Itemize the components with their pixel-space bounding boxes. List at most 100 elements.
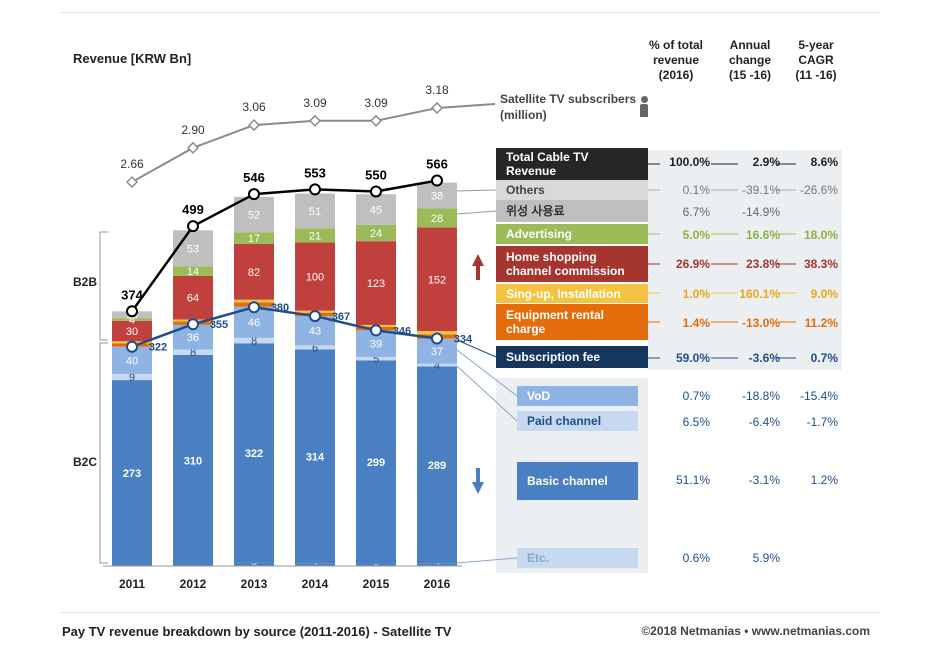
stat-adv-cagr: 18.0% — [803, 228, 838, 242]
bar-others-2012 — [173, 230, 213, 267]
stat-etc-annual: 5.9% — [752, 551, 780, 565]
col-header-cagr: 5-year CAGR (11 -16) — [795, 38, 837, 82]
bar-label-2-2015: 5 — [373, 354, 379, 366]
bar-paid-channel-2015 — [356, 356, 396, 361]
y-axis-label: Revenue [KRW Bn] — [73, 51, 192, 66]
bar-advertising-2013 — [234, 232, 274, 244]
bar-label-3-2013: 46 — [248, 317, 260, 329]
bar-advertising-2014 — [295, 228, 335, 243]
bar-advertising-2015 — [356, 224, 396, 242]
connector-etc — [456, 557, 518, 564]
bar-label-6-2013: 82 — [248, 267, 260, 279]
bar-label-2-2016: 4 — [434, 360, 440, 372]
bar-home-shopping-channel-commission-2014 — [295, 242, 335, 311]
legend-equipment-label: Equipment rental charge — [506, 308, 605, 336]
stat-total-share: 100.0% — [669, 155, 710, 169]
legend-satellite-fee-label: 위성 사용료 — [506, 204, 565, 218]
b2c-bracket — [99, 342, 108, 564]
legend-total-label: Total Cable TV Revenue — [506, 150, 589, 178]
satellite-point-2012 — [186, 141, 200, 154]
stat-others-cagr: -26.6% — [799, 183, 838, 197]
stat-paid-cagr: -1.7% — [806, 415, 838, 429]
subscription-value-2016: 334 — [454, 334, 473, 346]
satellite-value-2012: 2.90 — [181, 123, 205, 137]
bar-label-6-2016: 152 — [428, 274, 446, 286]
stat-total-annual: 2.9% — [752, 155, 780, 169]
bar-others-2014 — [295, 193, 335, 229]
stat-paid-share: 6.5% — [682, 415, 710, 429]
total-point-2014 — [309, 183, 321, 196]
total-point-2016 — [431, 174, 443, 187]
stat-others-annual: -39.1% — [741, 183, 780, 197]
bar-home-shopping-channel-commission-2012 — [173, 275, 213, 320]
bar-basic-channel-2011 — [112, 380, 152, 566]
subscription-value-2012: 355 — [210, 319, 228, 331]
satellite-subscribers-label: Satellite TV subscribers (million) — [500, 92, 637, 122]
legend-etc: Etc. — [517, 548, 638, 568]
stat-total-cagr: 8.6% — [810, 155, 838, 169]
legend-equipment: Equipment rental charge — [496, 304, 648, 340]
bar-label-1-2016: 289 — [428, 460, 446, 472]
bar-basic-channel-2013 — [234, 343, 274, 563]
stat-equip-share: 1.4% — [682, 316, 710, 330]
bar-label-2-2011: 9 — [129, 372, 135, 384]
legend-advertising-label: Advertising — [506, 227, 573, 241]
satellite-value-2011: 2.66 — [120, 157, 144, 171]
bar-label-7-2013: 17 — [248, 233, 260, 245]
b2b-label: B2B — [73, 275, 98, 289]
bar-label-3-2012: 36 — [187, 332, 199, 344]
bar-label-1-2015: 299 — [367, 457, 385, 469]
bar-etc--2014 — [295, 563, 335, 566]
legend-vod: VoD — [517, 386, 638, 406]
stat-basic-annual: -3.1% — [748, 473, 780, 487]
total-value-2013: 546 — [243, 170, 265, 185]
stat-hs-annual: 23.8% — [745, 257, 780, 271]
satellite-value-2014: 3.09 — [303, 96, 327, 110]
bar-home-shopping-channel-commission-2015 — [356, 241, 396, 325]
legend-home-shopping: Home shopping channel commission — [496, 246, 648, 282]
legend-paid: Paid channel — [517, 411, 638, 431]
total-value-2014: 553 — [304, 165, 326, 180]
bar-label-1-2011: 273 — [123, 468, 141, 480]
subscription-point-2015 — [370, 324, 382, 337]
legend-satellite-fee: 위성 사용료 — [496, 200, 648, 222]
total-point-2011 — [126, 305, 138, 318]
year-label-2014: 2014 — [302, 577, 329, 591]
bar-others-2013 — [234, 196, 274, 233]
stat-basic-share: 51.1% — [675, 473, 710, 487]
connector-others — [456, 189, 497, 192]
legend-others: Others — [496, 180, 648, 200]
subscription-value-2015: 346 — [393, 325, 411, 337]
bar-label-3-2016: 37 — [431, 346, 443, 358]
b2c-label: B2C — [73, 455, 98, 469]
bar-home-shopping-channel-commission-2011 — [112, 320, 152, 342]
bar-label-6-2014: 100 — [306, 272, 324, 284]
bar-label-8-2013: 52 — [248, 210, 260, 222]
stat-sub-cagr: 0.7% — [810, 351, 838, 365]
year-label-2015: 2015 — [363, 577, 390, 591]
bar-label-7-2012: 14 — [187, 266, 199, 278]
col-header-annual: Annual change (15 -16) — [728, 38, 772, 82]
legend-install-label: Sing-up, Installation — [506, 286, 621, 301]
person-icon — [640, 96, 648, 118]
bar-sing-up-installation-2013 — [234, 299, 274, 303]
bar-label-1-2013: 322 — [245, 448, 263, 460]
subscription-point-2014 — [309, 310, 321, 323]
bottom-divider — [60, 612, 880, 613]
bar-others-2016 — [417, 182, 457, 209]
bar-label-3-2011: 40 — [126, 355, 138, 367]
stat-sub-share: 59.0% — [675, 351, 710, 365]
bar-etc--2013 — [234, 562, 274, 566]
bar-basic-channel-2014 — [295, 349, 335, 564]
legend-others-label: Others — [506, 183, 545, 197]
bar-label-2-2014: 6 — [312, 342, 318, 354]
stat-paid-annual: -6.4% — [748, 415, 780, 429]
legend-basic: Basic channel — [517, 462, 638, 500]
stat-satfee-share: 6.7% — [682, 205, 710, 219]
bar-advertising-2016 — [417, 208, 457, 228]
total-point-2013 — [248, 188, 260, 201]
bar-etc--2015 — [356, 563, 396, 566]
footer-credit: ©2018 Netmanias • www.netmanias.com — [641, 624, 870, 638]
bar-label-7-2016: 28 — [431, 213, 443, 225]
